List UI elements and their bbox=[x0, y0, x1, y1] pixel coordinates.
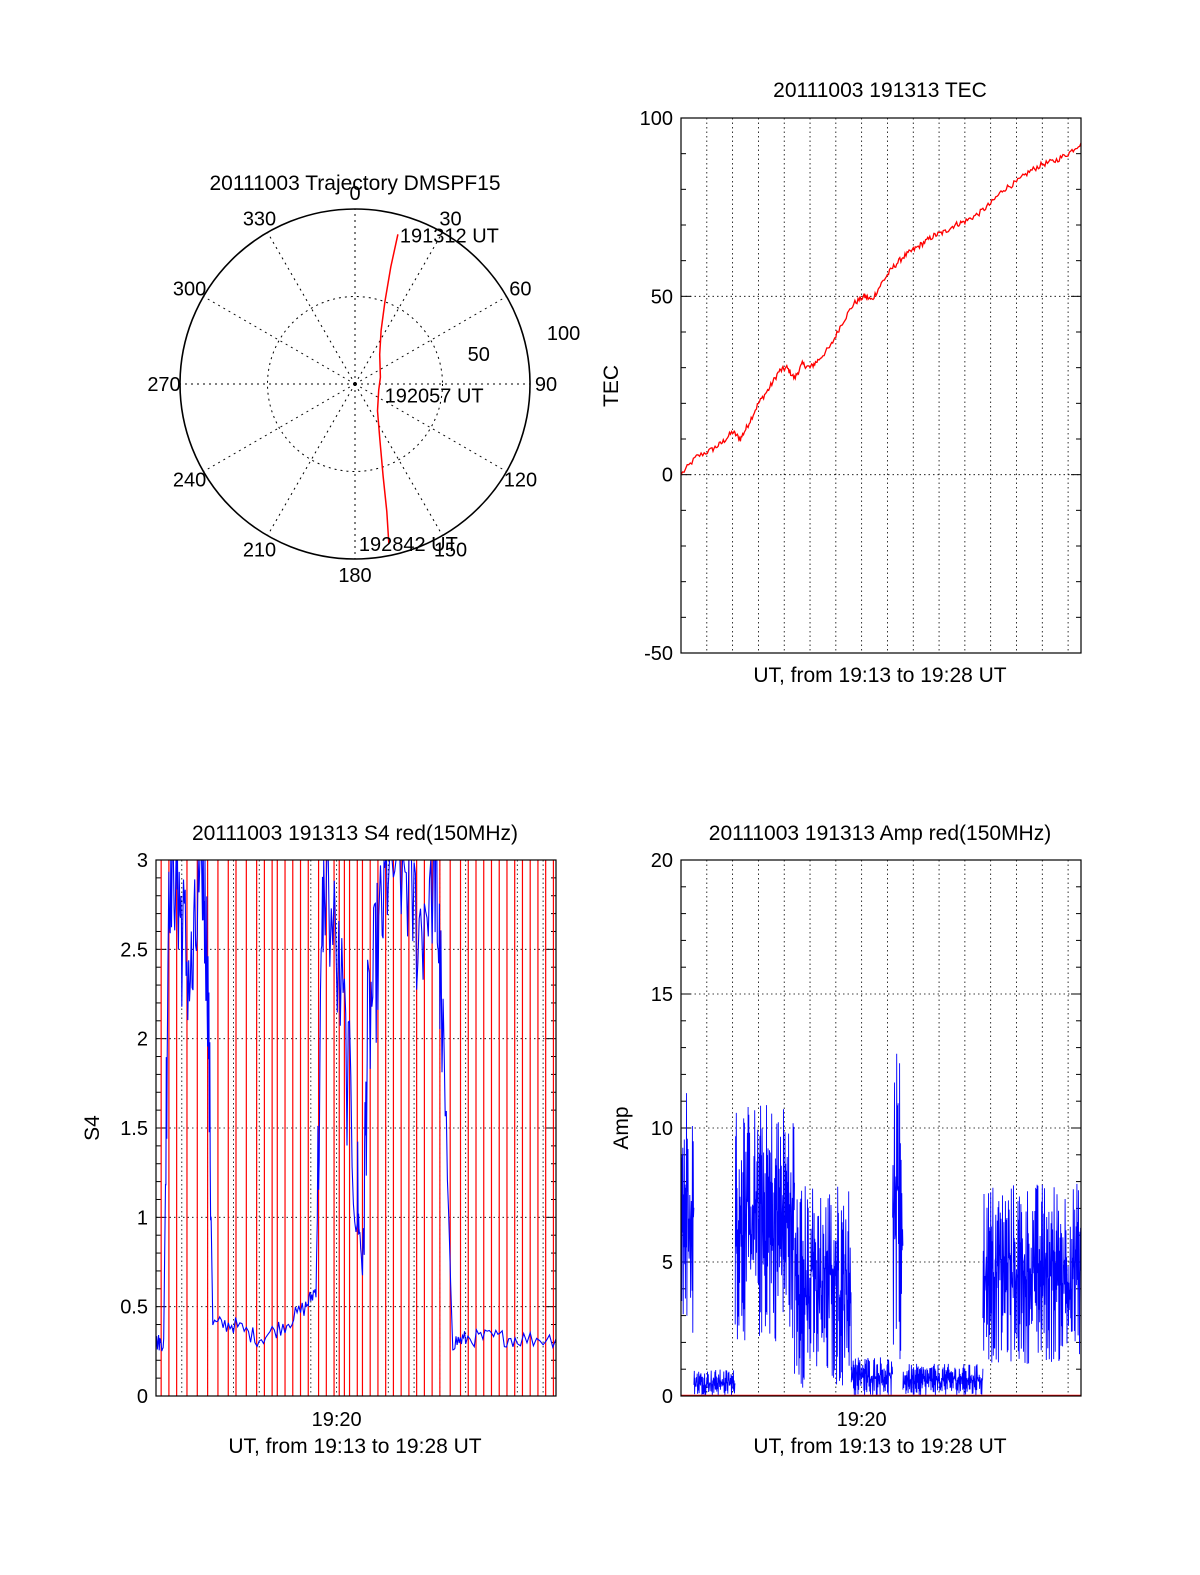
polar-radius-label-50: 50 bbox=[468, 344, 490, 366]
polar-spoke-150 bbox=[354, 383, 443, 536]
polar-radius-label-100: 100 bbox=[547, 323, 580, 345]
polar-spoke-30 bbox=[354, 232, 443, 385]
s4-panel: 20111003 191313 S4 red(150MHz) 0 0.5 1 1.5 2… bbox=[81, 822, 557, 1458]
s4-blue-line bbox=[155, 859, 557, 1352]
amp-blue-segment bbox=[850, 1357, 894, 1396]
s4-y-axis-label: S4 bbox=[81, 1115, 104, 1141]
polar-angle-label-30: 30 bbox=[439, 209, 461, 231]
s4-y-tick-label: 0.5 bbox=[120, 1297, 148, 1319]
s4-grid bbox=[156, 859, 556, 1397]
tec-y-tick-labels: -50 0 50 100 bbox=[640, 108, 673, 665]
trajectory-line bbox=[376, 234, 399, 544]
trajectory-title: 20111003 Trajectory DMSPF15 bbox=[209, 172, 500, 195]
polar-angle-label-210: 210 bbox=[243, 539, 276, 561]
tec-y-tick-label: 50 bbox=[651, 286, 673, 308]
amp-y-tick-label: 10 bbox=[651, 1118, 673, 1140]
amp-blue-segment bbox=[902, 1363, 984, 1397]
amp-y-tick-label: 20 bbox=[651, 850, 673, 872]
s4-series bbox=[155, 859, 557, 1396]
s4-y-tick-label: 3 bbox=[137, 850, 148, 872]
amp-y-tick-label: 0 bbox=[662, 1386, 673, 1408]
polar-tick-labels: 0 30 60 90 120 150 180 210 240 270 300 330 50 100 bbox=[147, 183, 580, 587]
polar-angle-label-0: 0 bbox=[349, 183, 360, 205]
polar-grid bbox=[179, 208, 531, 560]
polar-angle-label-90: 90 bbox=[535, 374, 557, 396]
polar-annotations: 191312 UT 192057 UT 192842 UT bbox=[359, 225, 499, 556]
polar-angle-label-270: 270 bbox=[147, 374, 180, 396]
s4-y-tick-label: 2 bbox=[137, 1029, 148, 1051]
amp-y-tick-label: 15 bbox=[651, 984, 673, 1006]
amp-y-tick-labels: 0 5 10 15 20 bbox=[651, 850, 673, 1408]
amp-blue-segment bbox=[734, 1105, 795, 1342]
amp-x-axis-label: UT, from 19:13 to 19:28 UT bbox=[753, 1435, 1006, 1458]
amp-panel: 20111003 191313 Amp red(150MHz) 0 5 10 15 20… bbox=[610, 822, 1082, 1458]
tec-grid bbox=[681, 117, 1081, 654]
s4-title: 20111003 191313 S4 red(150MHz) bbox=[192, 822, 518, 845]
polar-spoke-210 bbox=[267, 383, 356, 536]
s4-y-tick-labels: 0 0.5 1 1.5 2 2.5 3 bbox=[120, 850, 148, 1408]
tec-y-axis-label: TEC bbox=[600, 365, 623, 407]
polar-ring-50 bbox=[267, 296, 443, 472]
s4-y-tick-label: 0 bbox=[137, 1386, 148, 1408]
s4-x-axis-label: UT, from 19:13 to 19:28 UT bbox=[228, 1435, 481, 1458]
tec-y-tick-label: 0 bbox=[662, 465, 673, 487]
amp-plot-frame bbox=[680, 859, 1082, 1397]
amp-y-axis-label: Amp bbox=[610, 1106, 633, 1149]
tec-x-axis-label: UT, from 19:13 to 19:28 UT bbox=[753, 664, 1006, 687]
polar-angle-label-300: 300 bbox=[173, 279, 206, 301]
polar-angle-label-60: 60 bbox=[509, 279, 531, 301]
s4-y-tick-label: 2.5 bbox=[120, 939, 148, 961]
polar-spoke-60 bbox=[354, 296, 507, 385]
tec-title: 20111003 191313 TEC bbox=[773, 79, 987, 102]
tec-y-tick-label: 100 bbox=[640, 108, 673, 130]
s4-y-tick-label: 1.5 bbox=[120, 1118, 148, 1140]
amp-x-tick-labels: 19:20 bbox=[837, 1409, 887, 1431]
s4-plot-frame bbox=[155, 859, 557, 1397]
s4-x-tick-label: 19:20 bbox=[312, 1409, 362, 1431]
polar-spoke-240 bbox=[203, 383, 356, 472]
polar-angle-label-120: 120 bbox=[504, 470, 537, 492]
amp-y-tick-label: 5 bbox=[662, 1252, 673, 1274]
s4-y-tick-label: 1 bbox=[137, 1207, 148, 1229]
trajectory-time-label: 192057 UT bbox=[385, 385, 484, 407]
amp-title: 20111003 191313 Amp red(150MHz) bbox=[709, 822, 1051, 845]
s4-x-tick-labels: 19:20 bbox=[312, 1409, 362, 1431]
trajectory-time-label: 192842 UT bbox=[359, 534, 458, 556]
tec-line bbox=[680, 142, 1082, 476]
tec-y-tick-label: -50 bbox=[644, 643, 673, 665]
amp-blue-segment bbox=[892, 1053, 904, 1360]
tec-plot-frame bbox=[680, 117, 1082, 654]
polar-angle-label-330: 330 bbox=[243, 209, 276, 231]
polar-spoke-330 bbox=[267, 232, 356, 385]
polar-spoke-120 bbox=[354, 383, 507, 472]
amp-series bbox=[680, 1053, 1082, 1397]
amp-x-tick-label: 19:20 bbox=[837, 1409, 887, 1431]
amp-blue-segment bbox=[693, 1369, 736, 1397]
amp-blue-segment bbox=[982, 1183, 1082, 1364]
amp-blue-segment bbox=[794, 1186, 852, 1388]
amp-blue-segment bbox=[680, 1093, 695, 1333]
polar-spoke-300 bbox=[203, 296, 356, 385]
trajectory-time-label: 191312 UT bbox=[400, 225, 499, 247]
polar-angle-label-150: 150 bbox=[434, 539, 467, 561]
polar-angle-label-240: 240 bbox=[173, 470, 206, 492]
tec-series bbox=[680, 142, 1082, 476]
tec-panel: 20111003 191313 TEC -50 0 50 100 UT, from 1… bbox=[600, 79, 1082, 687]
trajectory-panel: 20111003 Trajectory DMSPF15 0 30 60 90 120 15… bbox=[147, 172, 580, 587]
polar-series bbox=[376, 234, 399, 544]
polar-angle-label-180: 180 bbox=[338, 565, 371, 587]
